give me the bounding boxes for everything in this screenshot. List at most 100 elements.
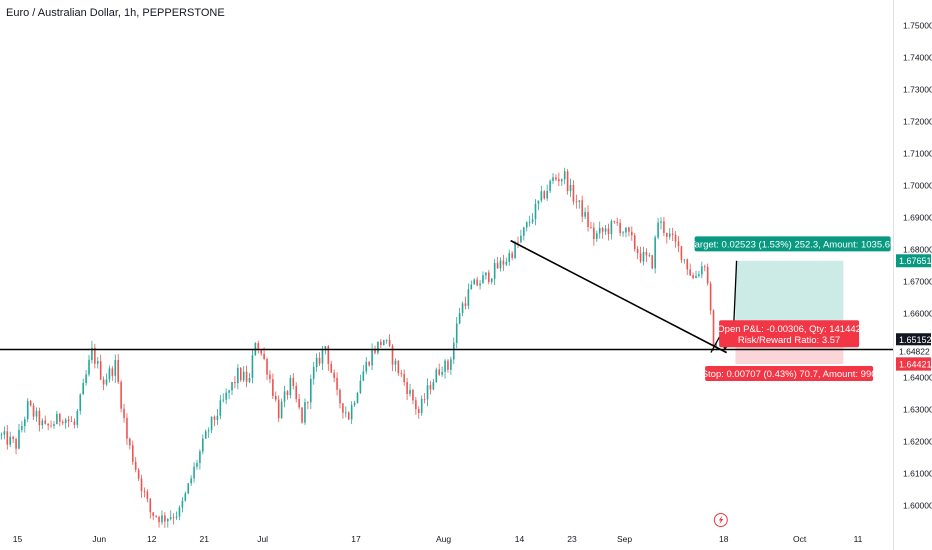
candle [511,253,513,259]
candle [654,237,656,269]
candle [438,369,441,375]
candle [540,191,543,201]
candle [636,248,639,254]
candle [359,380,362,394]
stop-label[interactable] [705,365,874,381]
candle [126,417,128,439]
candle [543,191,546,199]
price-tick-label: 1.74000 [903,53,932,63]
candle [286,391,289,396]
candle [525,222,528,228]
candle [269,374,271,380]
time-tick-label: 21 [200,534,210,544]
candle [435,369,438,383]
candle [353,402,356,406]
candle [563,171,566,180]
candle [508,253,511,262]
time-tick-label: 18 [719,534,729,544]
candle [590,227,592,228]
stop-label-text: Stop: 0.00707 (0.43%) 70.7, Amount: 990 [702,369,877,380]
candle [470,284,473,290]
horizontal-line-price-bg [896,345,931,358]
candle [709,283,712,311]
candle [181,500,184,508]
candle [534,203,537,220]
candle [523,227,525,236]
candle [222,399,225,401]
candle [102,379,105,385]
candle [166,518,169,522]
price-tick-label: 1.72000 [903,117,932,127]
horizontal-line-price-label: 1.64822 [899,346,930,356]
current-price-badge-text: 1.65152 [899,335,932,345]
candle [464,303,467,306]
candle [41,420,44,426]
candle [452,342,455,360]
candle [671,233,674,235]
candle [628,227,630,232]
candle [531,219,534,223]
price-tick-label: 1.64000 [903,373,932,383]
candle [3,431,6,435]
candle [44,420,47,424]
price-tick-label: 1.73000 [903,85,932,95]
candle [622,232,624,234]
candle [633,235,636,249]
candle [496,263,499,269]
candle [9,436,12,445]
candle [490,278,493,283]
time-tick-label: 17 [351,534,361,544]
candle [706,267,709,284]
candle [502,260,505,265]
candle [213,416,216,420]
candle [499,260,502,269]
candle [677,241,680,247]
trendline[interactable] [510,239,728,354]
candle [105,379,108,385]
candle [32,405,35,417]
candle [202,438,204,452]
candle [350,405,353,420]
candle [196,463,198,467]
price-tick-label: 1.62000 [903,437,932,447]
open-pnl-label[interactable] [719,320,860,348]
candle [715,345,718,347]
candle [29,401,32,406]
candle [555,177,557,180]
open-pnl-label-text: Risk/Reward Ratio: 3.57 [738,335,840,346]
candle [257,343,260,351]
candle [674,234,677,242]
candle [552,177,554,182]
candle [385,339,388,341]
candle [382,340,385,346]
time-tick-label: 23 [567,534,577,544]
candle [423,398,426,400]
candle [645,252,648,256]
target-label[interactable] [694,236,891,252]
candle [219,400,222,416]
candle [520,235,522,243]
target-label-text: Target: 0.02523 (1.53%) 252.3, Amount: 1… [690,239,895,250]
candle [607,228,610,235]
candle [476,279,478,286]
candle [193,466,195,479]
candle [537,200,540,204]
candle [111,368,114,376]
current-price-badge [896,333,931,347]
candle [289,377,292,396]
candle [595,233,598,240]
candle [473,279,476,285]
candle [380,341,382,346]
candle [298,398,300,408]
candle [73,421,76,425]
candle [114,360,117,376]
candle [420,398,423,414]
candle [85,374,87,383]
candle [301,407,303,423]
time-tick-label: Aug [436,534,451,544]
candle [292,377,295,387]
candle [76,410,79,425]
projection-path[interactable] [710,260,738,353]
